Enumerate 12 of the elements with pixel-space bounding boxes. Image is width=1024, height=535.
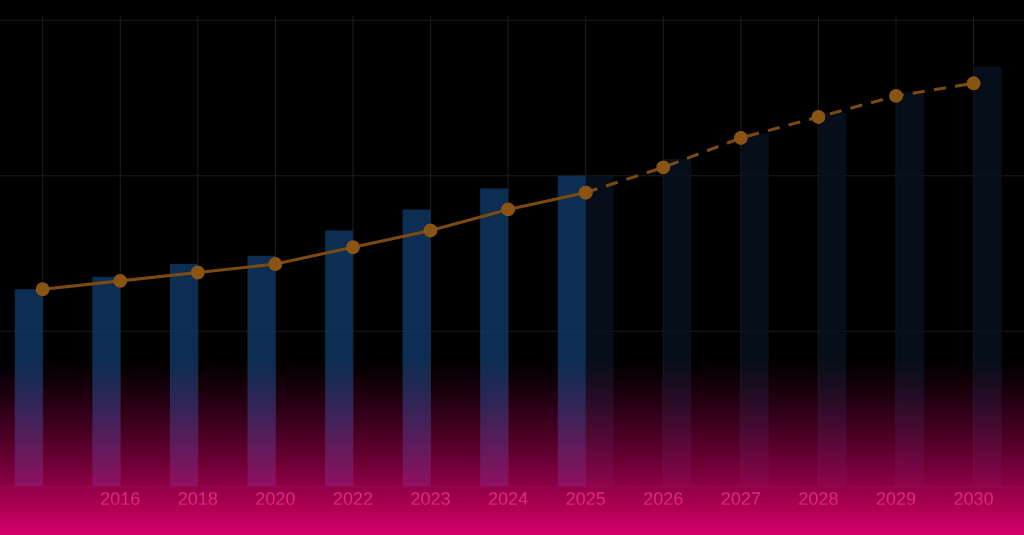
x-tick-label: 2022 (333, 492, 373, 505)
x-tick-label: 2027 (721, 492, 761, 505)
x-tick-label: 2020 (256, 492, 295, 505)
x-tick-label: 2025 (566, 492, 606, 505)
x-tick-label: 2030 (954, 492, 993, 505)
x-tick-label: 2023 (411, 492, 450, 505)
x-tick-label: 2026 (644, 492, 683, 505)
x-tick-label: 2024 (488, 492, 528, 505)
x-tick-label: 2016 (101, 492, 140, 505)
x-tick-label: 2018 (178, 492, 218, 505)
x-tick-label: 2029 (876, 492, 916, 505)
x-tick-label: 2028 (799, 492, 838, 505)
